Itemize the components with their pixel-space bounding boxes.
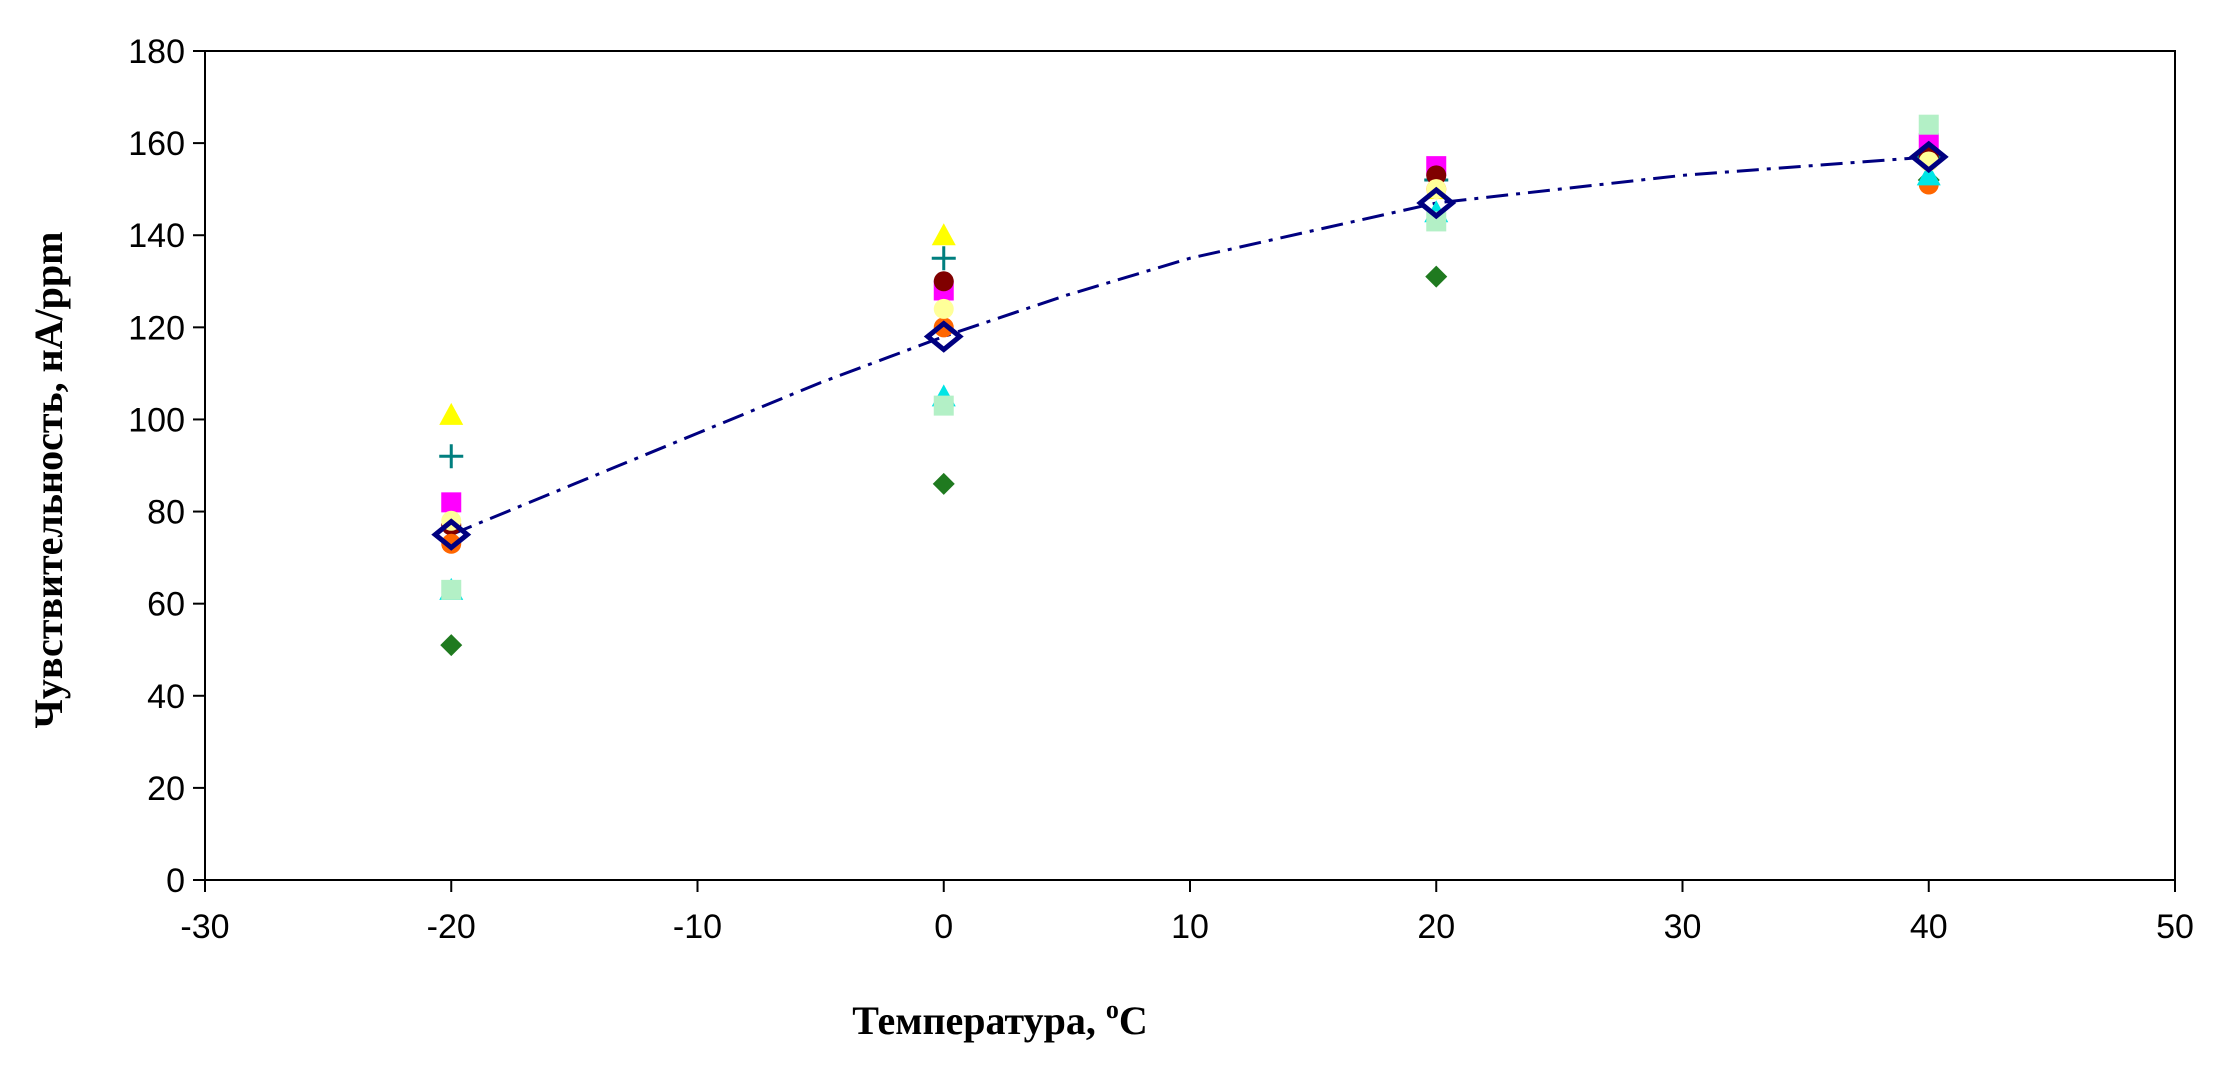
y-tick-label: 20 bbox=[147, 770, 185, 808]
y-tick-label: 140 bbox=[128, 217, 185, 255]
data-point-s8 bbox=[1918, 114, 1939, 135]
y-axis-ticks: 0 20 40 60 80 100 120 140 160 180 bbox=[128, 33, 205, 900]
x-tick-label: -20 bbox=[427, 908, 476, 946]
data-point-s5 bbox=[933, 271, 954, 292]
y-tick-label: 80 bbox=[147, 494, 185, 532]
data-point-s2 bbox=[439, 402, 464, 425]
data-point-s7 bbox=[1916, 163, 1941, 186]
trendline-layer bbox=[450, 155, 1929, 536]
x-tick-label: 10 bbox=[1171, 908, 1209, 946]
x-tick-label: 50 bbox=[2156, 908, 2194, 946]
data-point-s6 bbox=[441, 533, 462, 554]
data-point-s10 bbox=[1908, 140, 1949, 174]
y-tick-label: 100 bbox=[128, 401, 185, 439]
data-point-s9 bbox=[933, 298, 954, 319]
data-point-s2 bbox=[931, 223, 956, 246]
y-tick-label: 120 bbox=[128, 309, 185, 347]
x-tick-label: -10 bbox=[673, 908, 722, 946]
y-tick-label: 0 bbox=[166, 862, 185, 900]
plot-area-frame bbox=[204, 50, 2176, 881]
data-point-s8 bbox=[441, 579, 462, 600]
x-axis-title: Температура, oC bbox=[852, 995, 1147, 1043]
data-point-s10 bbox=[1416, 186, 1457, 220]
x-tick-label: 40 bbox=[1910, 908, 1948, 946]
x-tick-label: 0 bbox=[934, 908, 953, 946]
data-points-layer bbox=[431, 114, 1949, 657]
data-point-s10 bbox=[923, 320, 964, 353]
x-tick-label: 30 bbox=[1664, 908, 1702, 946]
data-point-s1 bbox=[1425, 265, 1448, 288]
data-point-s8 bbox=[1426, 211, 1447, 232]
data-point-s5 bbox=[1426, 165, 1447, 186]
y-axis-title: Чувствительность, нА/ppm bbox=[26, 232, 71, 729]
data-point-s6 bbox=[933, 317, 954, 338]
y-tick-label: 40 bbox=[147, 678, 185, 716]
y-tick-label: 160 bbox=[128, 125, 185, 163]
data-point-s4 bbox=[441, 492, 462, 513]
y-tick-label: 180 bbox=[128, 33, 185, 71]
data-point-s8 bbox=[933, 395, 954, 416]
data-point-s1 bbox=[440, 634, 463, 657]
data-point-s1 bbox=[932, 472, 955, 495]
data-point-s10 bbox=[431, 518, 472, 551]
trendline bbox=[450, 155, 1929, 536]
data-point-s3 bbox=[439, 444, 464, 469]
x-tick-label: -30 bbox=[180, 908, 229, 946]
y-tick-label: 60 bbox=[147, 586, 185, 624]
x-tick-label: 20 bbox=[1417, 908, 1455, 946]
data-point-s3 bbox=[931, 246, 956, 271]
x-axis-ticks: -30 -10 0 10 20 30 40 50 -20 bbox=[180, 880, 2194, 946]
